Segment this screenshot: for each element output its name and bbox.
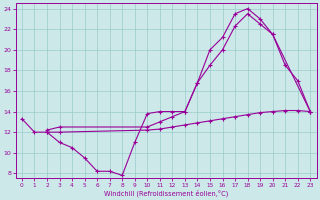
X-axis label: Windchill (Refroidissement éolien,°C): Windchill (Refroidissement éolien,°C) xyxy=(104,189,228,197)
